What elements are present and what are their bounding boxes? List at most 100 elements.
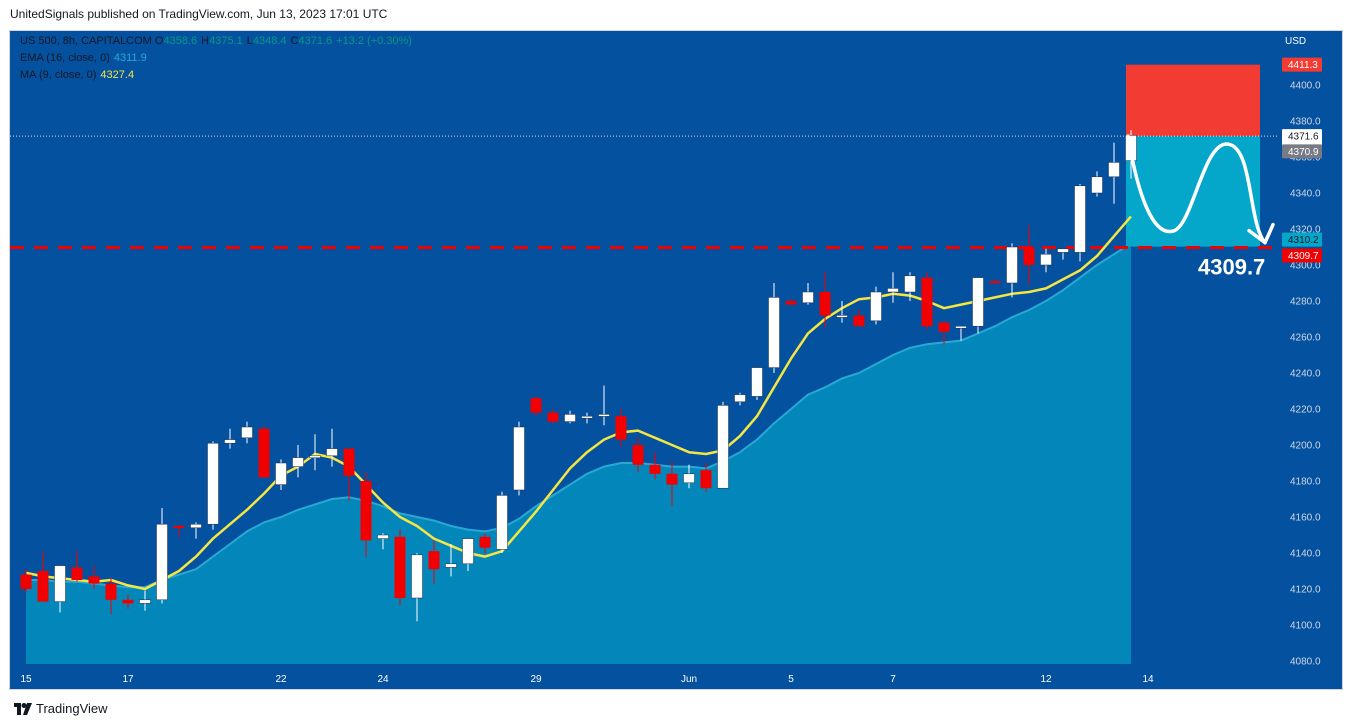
candle[interactable] xyxy=(785,301,797,305)
candle[interactable] xyxy=(173,526,185,528)
candle[interactable] xyxy=(802,291,814,304)
candle[interactable] xyxy=(836,315,848,318)
price-tick-label: 4400.0 xyxy=(1290,81,1321,92)
candle[interactable] xyxy=(938,322,950,332)
candle[interactable] xyxy=(445,563,457,568)
candle[interactable] xyxy=(666,473,678,485)
time-axis[interactable] xyxy=(10,664,1278,690)
candle[interactable] xyxy=(394,536,406,598)
candle[interactable] xyxy=(156,523,168,601)
candle[interactable] xyxy=(71,567,83,580)
stop-price-label[interactable] xyxy=(1282,57,1322,72)
ohlc-low: L4348.4 xyxy=(246,35,287,47)
candle[interactable] xyxy=(241,426,253,439)
candle[interactable] xyxy=(37,571,49,602)
candle[interactable] xyxy=(598,414,610,417)
tradingview-brand: TradingView xyxy=(36,701,108,716)
candle[interactable] xyxy=(530,398,542,413)
candle[interactable] xyxy=(1023,247,1035,265)
candle[interactable] xyxy=(462,538,474,565)
candle[interactable] xyxy=(717,405,729,489)
candle[interactable] xyxy=(632,445,644,465)
candle[interactable] xyxy=(292,457,304,467)
candle[interactable] xyxy=(20,574,32,589)
candle[interactable] xyxy=(615,416,627,440)
price-tick-label: 4220.0 xyxy=(1290,405,1321,416)
candle[interactable] xyxy=(224,439,236,444)
ema-legend[interactable]: EMA (16, close, 0) 4311.9 xyxy=(20,52,147,64)
symbol-legend[interactable]: US 500, 8h, CAPITALCOM O4358.6 H4375.1 L43… xyxy=(20,35,416,47)
currency-label: USD xyxy=(1285,36,1306,47)
candle[interactable] xyxy=(887,288,899,293)
symbol-name[interactable]: US 500, 8h, CAPITALCOM xyxy=(20,35,152,47)
candle[interactable] xyxy=(1074,185,1086,253)
candle[interactable] xyxy=(581,415,593,419)
candle[interactable] xyxy=(683,473,695,484)
stop-loss-zone[interactable] xyxy=(1126,64,1260,137)
candle[interactable] xyxy=(275,462,287,485)
ema-price-label-text: 4370.9 xyxy=(1288,147,1319,158)
ma-line[interactable] xyxy=(25,215,1132,591)
candle[interactable] xyxy=(547,412,559,422)
level-price-label[interactable] xyxy=(1282,248,1322,263)
candle[interactable] xyxy=(1006,246,1018,284)
candle[interactable] xyxy=(309,455,321,459)
candle[interactable] xyxy=(955,325,967,329)
chart-panel[interactable]: 4309.7 USD 4080.0 4100.0 4120.0 4140.0 4160.0 4… xyxy=(9,30,1343,690)
candle[interactable] xyxy=(377,534,389,539)
projection-arrow-path[interactable] xyxy=(1126,134,1267,245)
candle[interactable] xyxy=(819,292,831,316)
time-tick-label: 17 xyxy=(122,674,134,685)
ema-line[interactable] xyxy=(26,242,1132,589)
ma-label[interactable]: MA (9, close, 0) xyxy=(20,69,97,81)
candle[interactable] xyxy=(870,291,882,322)
candle[interactable] xyxy=(122,599,134,604)
candle[interactable] xyxy=(734,394,746,403)
candle[interactable] xyxy=(343,448,355,476)
candle[interactable] xyxy=(105,583,117,600)
candle[interactable] xyxy=(921,277,933,327)
ma-legend[interactable]: MA (9, close, 0) 4327.4 xyxy=(20,69,134,81)
ema-label[interactable]: EMA (16, close, 0) xyxy=(20,52,110,64)
price-chart[interactable]: 4309.7 USD 4080.0 4100.0 4120.0 4140.0 4160.0 4… xyxy=(10,31,1343,690)
candle[interactable] xyxy=(479,536,491,548)
ohlc-close: C4371.6 xyxy=(290,35,333,47)
ema-price-label[interactable] xyxy=(1282,144,1322,159)
candle[interactable] xyxy=(564,414,576,422)
candle[interactable] xyxy=(496,495,508,550)
candle[interactable] xyxy=(1057,248,1069,253)
candle[interactable] xyxy=(904,275,916,293)
candle[interactable] xyxy=(411,554,423,599)
candle[interactable] xyxy=(258,428,270,478)
candle[interactable] xyxy=(751,367,763,397)
candle[interactable] xyxy=(513,426,525,491)
candle[interactable] xyxy=(326,448,338,457)
candle[interactable] xyxy=(649,464,661,474)
candle[interactable] xyxy=(139,599,151,604)
time-tick-label: 29 xyxy=(530,674,542,685)
candle[interactable] xyxy=(972,277,984,327)
candle[interactable] xyxy=(428,551,440,570)
ohlc-high: H4375.1 xyxy=(201,35,243,47)
time-tick-label: 7 xyxy=(890,674,896,685)
candle[interactable] xyxy=(207,442,219,525)
target-price-text: 4309.7 xyxy=(1198,255,1265,280)
price-tick-label: 4120.0 xyxy=(1290,585,1321,596)
candle[interactable] xyxy=(88,576,100,584)
candle[interactable] xyxy=(700,470,712,489)
candle[interactable] xyxy=(1108,162,1120,178)
candle[interactable] xyxy=(1040,253,1052,266)
candle[interactable] xyxy=(54,565,66,602)
candle[interactable] xyxy=(853,315,865,327)
last-price-label-text: 4371.6 xyxy=(1288,132,1319,143)
candle[interactable] xyxy=(768,297,780,368)
tradingview-footer[interactable]: TradingView xyxy=(14,701,108,716)
candle[interactable] xyxy=(1091,176,1103,194)
take-profit-zone[interactable] xyxy=(1126,136,1260,247)
price-tick-label: 4160.0 xyxy=(1290,513,1321,524)
candle[interactable] xyxy=(190,523,202,529)
candle[interactable] xyxy=(360,481,372,541)
price-tick-label: 4200.0 xyxy=(1290,441,1321,452)
target-price-label[interactable] xyxy=(1282,232,1322,247)
candle[interactable] xyxy=(989,281,1001,284)
